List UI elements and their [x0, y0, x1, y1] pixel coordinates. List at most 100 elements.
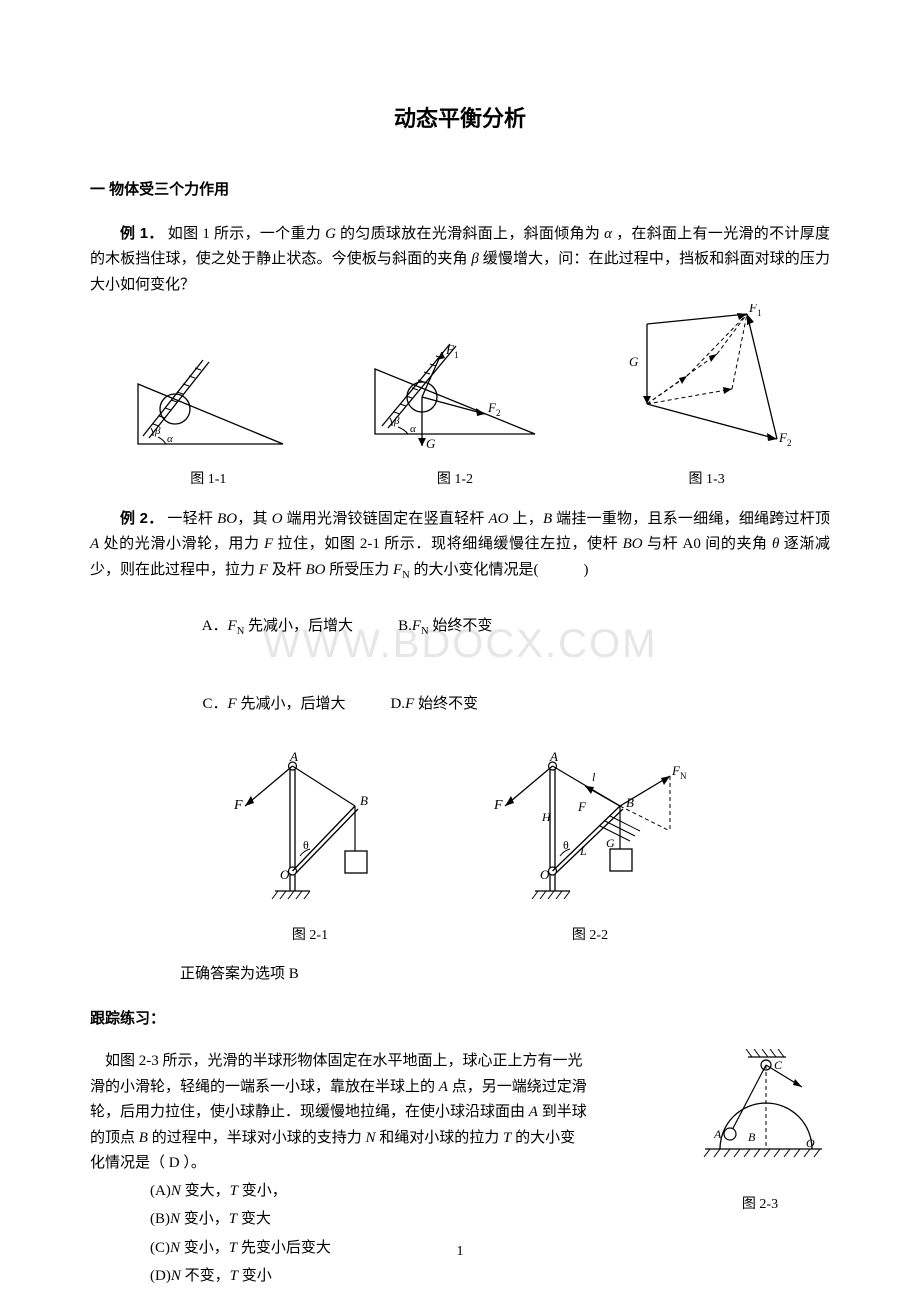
chA: (A)	[150, 1183, 171, 1199]
exercise-block: 如图 2-3 所示，光滑的半球形物体固定在水平地面上，球心正上方有一光 滑的小滑…	[90, 1049, 830, 1291]
page-title: 动态平衡分析	[90, 100, 830, 137]
svg-text:A: A	[289, 751, 298, 764]
ex2-FN: F	[393, 562, 402, 578]
chA-t2: 变小，	[238, 1183, 287, 1199]
figure-1-1: α β 图 1-1	[123, 354, 293, 491]
chA-T: T	[230, 1183, 238, 1199]
svg-text:α: α	[167, 433, 173, 445]
ex2-B: B	[543, 511, 552, 527]
chD-N: N	[171, 1268, 181, 1284]
ex2-BO3: BO	[305, 562, 325, 578]
ex-l2: 滑的小滑轮，轻绳的一端系一小球，靠放在半球上的	[90, 1079, 439, 1095]
svg-text:l: l	[592, 770, 596, 784]
ex-l4c: 和绳对小球的拉力	[375, 1130, 503, 1146]
svg-text:C: C	[774, 1058, 783, 1072]
ex-l3b: 到半球	[538, 1104, 587, 1120]
svg-text:F: F	[577, 799, 587, 814]
svg-text:G: G	[426, 436, 436, 451]
ex-B: B	[139, 1130, 148, 1146]
ex-N: N	[365, 1130, 375, 1146]
svg-text:1: 1	[454, 350, 459, 360]
chB-T: T	[229, 1211, 237, 1227]
ex1-G: G	[325, 226, 336, 242]
ex-l4d: 的大小变	[511, 1130, 575, 1146]
ex2-i: A0 间的夹角	[683, 536, 772, 552]
ex2-F2: F	[259, 562, 268, 578]
svg-text:G: G	[629, 354, 639, 369]
svg-text:α: α	[410, 423, 416, 435]
figure-1-2: F1 F2 G α β 图 1-2	[360, 334, 550, 491]
svg-text:2: 2	[496, 408, 501, 418]
fig-1-1-caption: 图 1-1	[123, 468, 293, 492]
optB-FN: F	[412, 618, 421, 634]
ex2-g: 拉住，如图 2-1 所示．现将细绳缓慢往左拉，使杆	[273, 536, 623, 552]
svg-text:F: F	[493, 798, 503, 813]
optD: D.	[390, 696, 405, 712]
ex-l4b: 的过程中，半球对小球的支持力	[148, 1130, 366, 1146]
svg-text:F: F	[233, 798, 243, 813]
ex2-b: ，其	[237, 511, 272, 527]
optA: A．	[202, 618, 228, 634]
ex2-m: 的大小变化情况是( )	[410, 562, 589, 578]
chD: (D)	[150, 1268, 171, 1284]
optC: C．	[203, 696, 228, 712]
fig-1-2-caption: 图 1-2	[360, 468, 550, 492]
chD-t2: 变小	[238, 1268, 272, 1284]
ex1-label: 例 1．	[120, 225, 164, 242]
svg-text:N: N	[680, 771, 687, 781]
fig-2-2-caption: 图 2-2	[480, 924, 700, 948]
chB-t: 变小，	[180, 1211, 229, 1227]
chA-t: 变大，	[181, 1183, 230, 1199]
ex-A2: A	[529, 1104, 538, 1120]
svg-text:L: L	[579, 844, 587, 858]
ex2-f: 处的光滑小滑轮，用力	[99, 536, 264, 552]
svg-text:O: O	[806, 1136, 815, 1150]
chD-T: T	[230, 1268, 238, 1284]
svg-text:A: A	[713, 1127, 722, 1141]
optA-FN: F	[228, 618, 237, 634]
ex1-alpha: α	[604, 226, 612, 242]
example-1-text: 例 1． 如图 1 所示，一个重力 G 的匀质球放在光滑斜面上，斜面倾角为 α …	[90, 221, 830, 299]
svg-text:θ: θ	[303, 838, 309, 852]
ex2-h: 与杆	[643, 536, 683, 552]
ex-l2b: 点，另一端绕过定滑	[448, 1079, 587, 1095]
ex2-AO: AO	[489, 511, 509, 527]
optB-FNs: N	[421, 626, 429, 637]
ex2-c: 端用光滑铰链固定在竖直轻杆	[283, 511, 489, 527]
optD-t: 始终不变	[414, 696, 478, 712]
ex-l3: 轮，后用力拉住，使小球静止．现缓慢地拉绳，在使小球沿球面由	[90, 1104, 529, 1120]
svg-text:H: H	[541, 810, 552, 824]
svg-text:θ: θ	[563, 838, 569, 852]
ex2-O: O	[272, 511, 283, 527]
chC-t: 变小，	[180, 1240, 229, 1256]
svg-text:β: β	[393, 415, 400, 427]
ex-A: A	[439, 1079, 448, 1095]
ex2-k: 及杆	[268, 562, 306, 578]
ex2-options: A．FN 先减小，后增大 B.FN 始终不变 C．F 先减小，后增大 D.F 始…	[180, 589, 830, 743]
page-content: 动态平衡分析 一 物体受三个力作用 例 1． 如图 1 所示，一个重力 G 的匀…	[90, 100, 830, 1291]
optB: B.	[398, 618, 412, 634]
ex2-FNs: N	[402, 570, 410, 581]
fig-1-3-caption: 图 1-3	[617, 468, 797, 492]
ex2-l: 所受压力	[325, 562, 393, 578]
ex1-beta: β	[471, 251, 478, 267]
ex2-BO2: BO	[623, 536, 643, 552]
figure-1-3: F1 F2 G 图 1-3	[617, 304, 797, 491]
example-2-text: 例 2． 一轻杆 BO，其 O 端用光滑铰链固定在竖直轻杆 AO 上，B 端挂一…	[90, 506, 830, 585]
ex2-label: 例 2．	[120, 510, 163, 527]
ex2-answer: 正确答案为选项 B	[180, 962, 830, 988]
chB-t2: 变大	[237, 1211, 271, 1227]
ex-l5: 化情况是（ D ）。	[90, 1155, 206, 1171]
svg-text:B: B	[626, 795, 634, 810]
svg-text:2: 2	[787, 438, 792, 448]
figure-2-1: F A B O θ 图 2-1	[220, 751, 400, 948]
ex2-A: A	[90, 536, 99, 552]
optD-F: F	[405, 696, 414, 712]
ex2-e: 端挂一重物，且系一细绳，细绳跨过杆顶	[552, 511, 830, 527]
ex1-t-a: 如图 1 所示，一个重力	[168, 226, 325, 242]
svg-text:O: O	[540, 867, 550, 882]
ex2-d: 上，	[509, 511, 543, 527]
svg-text:B: B	[748, 1130, 756, 1144]
ex2-F: F	[264, 536, 273, 552]
exercise-text: 如图 2-3 所示，光滑的半球形物体固定在水平地面上，球心正上方有一光 滑的小滑…	[90, 1049, 676, 1291]
